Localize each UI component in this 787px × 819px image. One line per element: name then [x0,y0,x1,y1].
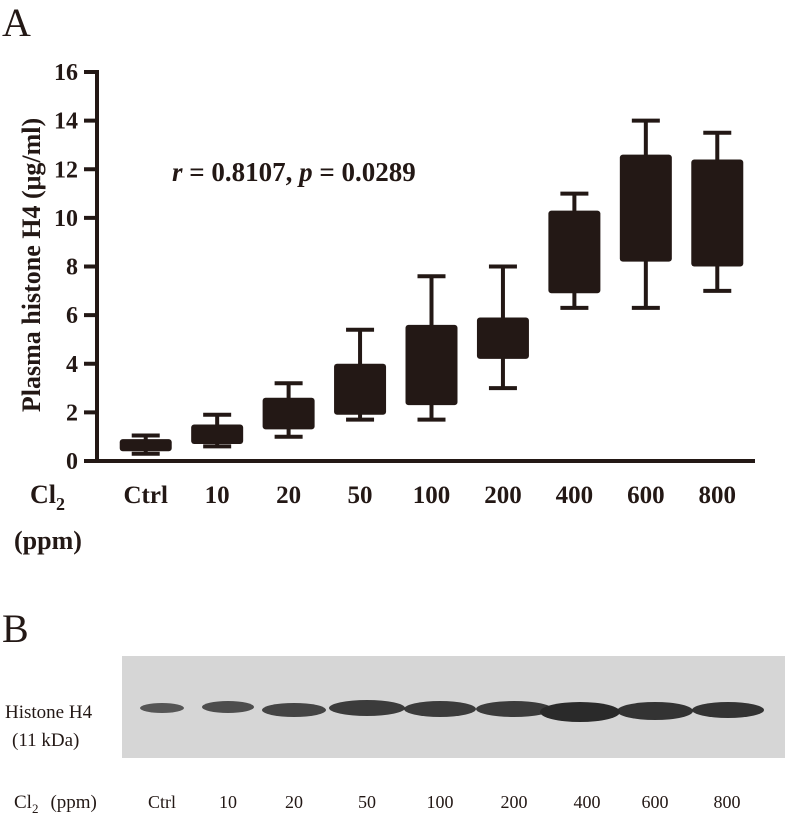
box [619,154,672,262]
band-label: Histone H4 [5,702,93,723]
x-axis-unit: (ppm) [14,526,82,555]
x-tick-label: 800 [699,482,737,509]
box [191,424,244,444]
lane-label: 200 [501,792,528,812]
y-tick-label: 12 [54,157,78,183]
x-axis-label: Cl2 [30,480,65,514]
r-label: r [172,157,183,187]
lane-label: 800 [714,792,741,812]
panel-label: A [2,0,31,45]
y-axis-label: Plasma histone H4 (μg/ml) [17,118,46,412]
x-tick-label: 600 [627,482,665,509]
y-tick-label: 8 [66,255,78,281]
lane-label: 600 [642,792,669,812]
x-tick-label: 100 [413,482,451,509]
lane-label: 20 [285,792,303,812]
y-tick-label: 2 [66,400,78,426]
lane-label: Ctrl [148,792,176,812]
box [334,363,387,415]
box [405,324,458,406]
lane-label: 100 [427,792,454,812]
box [262,397,315,430]
y-tick-label: 0 [66,449,78,475]
x-label-sub: 2 [56,494,65,514]
lane-label: 10 [219,792,237,812]
x-tick-label: 20 [276,482,301,509]
blot-bands [140,700,764,722]
p-label: p [297,157,313,187]
y-tick-label: 4 [66,352,78,378]
annotation: r = 0.8107, p = 0.0289 [172,157,416,187]
lane-label-sub: 2 [32,801,39,816]
x-label-main: Cl [30,480,56,509]
p-value: = 0.0289 [319,157,415,187]
band-weight: (11 kDa) [12,730,79,751]
box [476,317,529,359]
x-tick-label: 200 [484,482,522,509]
x-tick-label: 50 [348,482,373,509]
panel-label: B [2,606,29,651]
lane-label: 50 [358,792,376,812]
y-tick-label: 10 [54,206,78,232]
lane-label-main: Cl [14,792,32,813]
lane-label: 400 [574,792,601,812]
box [548,210,601,294]
y-tick-label: 6 [66,303,78,329]
x-tick-label: 10 [205,482,230,509]
r-value: = 0.8107, [189,157,292,187]
box [691,159,744,267]
lane-label-unit: (ppm) [50,792,96,813]
box [119,439,172,452]
x-tick-label: 400 [556,482,594,509]
x-tick-label: Ctrl [124,482,168,509]
lane-axis-label: Cl2 (ppm) [14,792,97,816]
y-tick-label: 14 [54,109,78,135]
y-tick-label: 16 [54,60,78,86]
